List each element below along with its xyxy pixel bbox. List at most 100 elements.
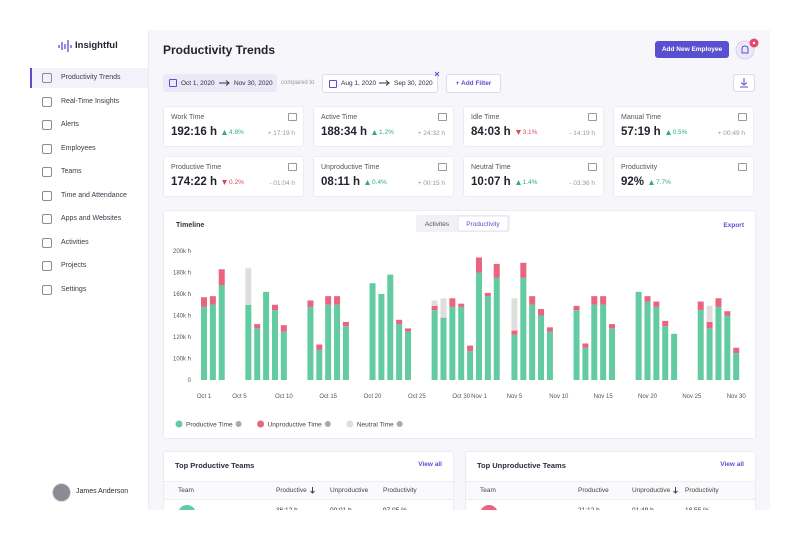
column-header[interactable]: Team	[480, 487, 496, 494]
metric-card: Work Time 192:16 h 4.8% + 17:19 h	[163, 106, 304, 147]
column-header[interactable]: Productivity	[383, 487, 417, 494]
metric-icon	[288, 113, 297, 121]
column-header[interactable]: Productive	[276, 487, 315, 494]
nav-item[interactable]: Time and Attendance	[30, 186, 148, 206]
bar-segment	[529, 296, 536, 305]
bar-segment	[209, 296, 216, 305]
y-tick-label: 180k h	[173, 271, 191, 277]
metric-row: 08:11 h 0.4%	[321, 176, 387, 188]
metric-change-text: 1.4%	[522, 179, 538, 186]
nav-icon	[42, 73, 52, 83]
bar-segment	[449, 306, 456, 380]
user-name[interactable]: James Anderson	[76, 488, 129, 495]
nav-item[interactable]: Alerts	[30, 115, 148, 135]
date-range[interactable]: Oct 1, 2020 Nov 30, 2020	[163, 74, 277, 92]
trend-arrow	[515, 180, 521, 185]
nav-icon	[42, 214, 52, 224]
bar-segment	[467, 350, 474, 380]
trend-triangle	[515, 180, 521, 185]
table-header-bg	[466, 481, 755, 500]
metric-label: Unproductive Time	[321, 164, 380, 171]
bar-segment	[724, 311, 731, 316]
view-all-link[interactable]: View all	[720, 461, 744, 468]
nav-item[interactable]: Productivity Trends	[30, 68, 148, 88]
x-tick-label: Nov 10	[549, 394, 569, 400]
sort-arrow-path	[309, 487, 315, 494]
calendar-icon	[329, 80, 337, 88]
metric-row: 57:19 h 0.5%	[621, 126, 687, 138]
column-header[interactable]: Team	[178, 487, 194, 494]
metric-card: Productive Time 174:22 h 0.2% - 01:04 h	[163, 156, 304, 197]
download-button[interactable]	[733, 74, 755, 92]
x-tick-label: Nov 25	[682, 394, 702, 400]
metric-icon	[738, 163, 747, 171]
team-avatar	[480, 505, 498, 510]
add-employee-button[interactable]: Add New Employee	[655, 41, 729, 58]
bar-segment	[342, 321, 349, 327]
metric-delta: + 17:19 h	[267, 130, 295, 137]
bar-segment	[405, 331, 412, 380]
view-all-link[interactable]: View all	[418, 461, 442, 468]
x-tick-label: Nov 20	[638, 394, 658, 400]
bar-segment	[697, 301, 704, 311]
nav-item[interactable]: Apps and Websites	[30, 209, 148, 229]
bar-segment	[396, 319, 403, 325]
trend-triangle	[222, 130, 228, 135]
bar-segment	[591, 304, 598, 380]
notifications[interactable]	[734, 38, 760, 62]
metric-row: 92% 7.7%	[621, 176, 671, 188]
bar-segment	[218, 285, 225, 380]
bar-segment	[511, 298, 518, 331]
metric-change: 3.1%	[515, 129, 537, 136]
remove-compare[interactable]	[433, 70, 441, 78]
y-tick-label: 100k h	[173, 357, 191, 363]
tab[interactable]: Productivity	[466, 221, 500, 228]
nav-icon	[42, 143, 52, 154]
nav-item[interactable]: Teams	[30, 162, 148, 182]
bar-segment	[591, 296, 598, 305]
metric-value: 08:11 h	[321, 176, 360, 188]
tab[interactable]: Activites	[425, 221, 450, 228]
nav-icon	[42, 96, 52, 107]
column-label: Unproductive	[632, 487, 671, 494]
nav-item[interactable]: Employees	[30, 139, 148, 159]
column-label: Productivity	[383, 487, 417, 494]
app: Insightful Productivity Trends Real-Time …	[30, 30, 770, 510]
bar-segment	[458, 303, 465, 307]
add-filter-button[interactable]: + Add Filter	[446, 74, 501, 93]
x-tick-label: Nov 5	[507, 394, 523, 400]
bar-segment	[635, 291, 642, 380]
metric-card: Unproductive Time 08:11 h 0.4% + 00:15 h	[313, 156, 454, 197]
help-icon	[324, 421, 331, 427]
trend-arrow	[222, 130, 228, 135]
trend-arrow	[222, 180, 228, 185]
bar-segment	[733, 353, 740, 380]
compare-range[interactable]: Aug 1, 2020 Sep 30, 2020	[322, 74, 438, 93]
metric-card: Productivity 92% 7.7%	[613, 156, 754, 197]
column-header[interactable]: Productivity	[685, 487, 719, 494]
metric-value: 174:22 h	[171, 176, 218, 188]
nav-item[interactable]: Real-Time Insights	[30, 92, 148, 112]
metric-value: 57:19 h	[621, 126, 661, 138]
nav-item[interactable]: Activities	[30, 233, 148, 253]
bar-segment	[431, 300, 438, 306]
column-header[interactable]: Productive	[578, 487, 609, 494]
x-tick-label: Oct 10	[275, 394, 293, 400]
metric-row: 192:16 h 4.8%	[171, 126, 244, 138]
bar-segment	[706, 321, 713, 329]
column-header[interactable]: Unproductive	[330, 487, 368, 494]
column-label: Team	[178, 487, 194, 494]
nav-item[interactable]: Projects	[30, 256, 148, 276]
column-header[interactable]: Unproductive	[632, 487, 679, 494]
bar-segment	[254, 328, 261, 380]
nav-label: Real-Time Insights	[61, 97, 120, 105]
legend-label: Productive Time	[186, 422, 233, 429]
export-link[interactable]: Export	[723, 222, 744, 229]
legend-label: Unproductive Time	[268, 422, 323, 429]
bar-segment	[325, 296, 332, 305]
nav-item[interactable]: Settings	[30, 280, 148, 300]
bar-segment	[369, 283, 376, 380]
bar-segment	[520, 262, 527, 278]
user-avatar[interactable]	[52, 483, 71, 502]
